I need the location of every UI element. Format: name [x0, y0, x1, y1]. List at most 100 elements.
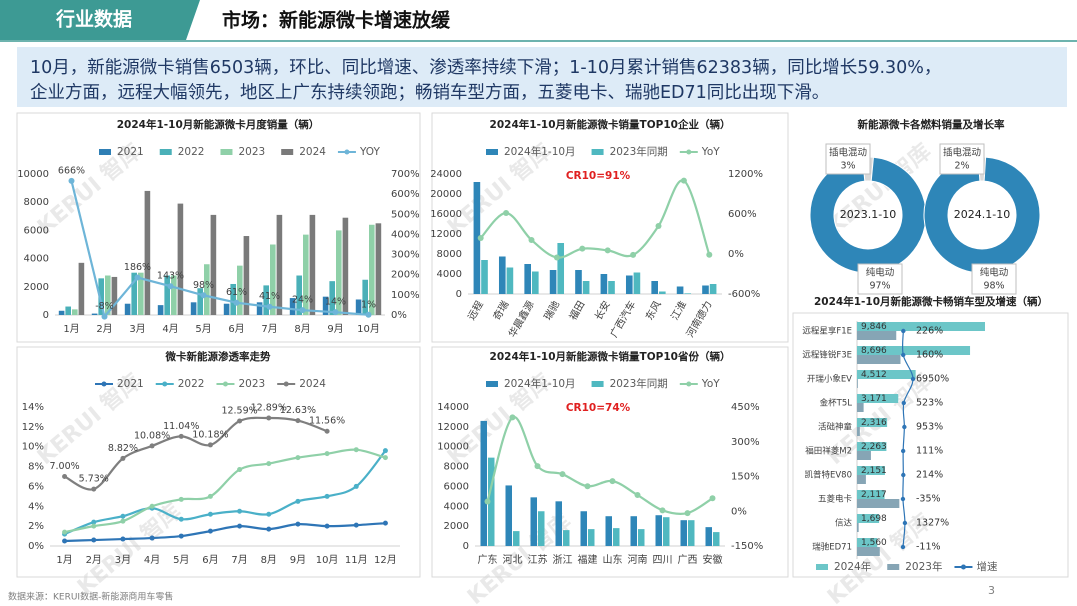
point: [353, 522, 359, 528]
bar: [563, 530, 570, 546]
point: [120, 536, 126, 542]
bar: [369, 224, 375, 315]
pie-label: 插电混动: [943, 147, 981, 159]
data-label: 2,316: [861, 418, 887, 428]
point: [528, 237, 535, 243]
y2-tick-label: 400%: [391, 229, 420, 240]
bar: [171, 275, 177, 315]
bar: [481, 260, 488, 294]
x-tick-label: 7月: [231, 554, 247, 566]
bar: [713, 532, 720, 546]
bar: [633, 272, 641, 294]
point: [237, 418, 243, 424]
legend-swatch: [960, 564, 966, 570]
point: [299, 307, 306, 314]
data-label: 11.04%: [163, 421, 199, 432]
legend-label: 2023: [238, 378, 265, 390]
bar: [857, 523, 859, 532]
data-label: 2,151: [861, 466, 887, 476]
legend-label: 2022: [178, 378, 205, 390]
legend-label: 2023年: [905, 560, 942, 573]
point: [178, 533, 184, 539]
bar: [705, 527, 712, 546]
point: [365, 311, 372, 318]
data-label: 160%: [916, 350, 943, 361]
y-tick-label: 4000: [444, 501, 469, 512]
data-label: 12.63%: [280, 405, 316, 416]
chart-title: 2024年1-10月新能源微卡销量TOP10省份（辆）: [490, 350, 731, 363]
y-tick-label: 2000: [444, 521, 469, 532]
x-tick-label: 1月: [56, 554, 72, 566]
bar: [336, 230, 342, 315]
bar: [857, 538, 878, 547]
y2-tick-label: 0%: [391, 310, 407, 321]
point: [91, 523, 97, 529]
bar: [256, 302, 263, 315]
bar: [197, 288, 203, 315]
bar: [362, 279, 368, 315]
legend-swatch: [281, 149, 294, 155]
point: [62, 538, 68, 544]
data-label: 8,696: [861, 346, 887, 356]
bar: [857, 490, 885, 499]
point: [324, 451, 330, 457]
data-label: 143%: [157, 271, 184, 282]
x-tick-label: 8月: [261, 554, 277, 566]
legend-label: 2023: [238, 146, 265, 158]
summary-line: 企业方面，远程大幅领先，地区上广东持续领跑；畅销车型方面，五菱电卡、瑞驰ED71…: [30, 83, 829, 103]
x-tick-label: 瑞驰: [541, 299, 562, 323]
y-tick-label: 12%: [22, 422, 44, 433]
data-label: 98%: [193, 280, 214, 291]
x-tick-label: 2月: [86, 554, 102, 566]
point: [559, 471, 566, 478]
x-tick-label: 江淮: [669, 299, 689, 322]
legend-swatch: [162, 381, 168, 387]
legend-label: 2024: [299, 378, 326, 390]
data-label: 1,560: [861, 538, 887, 548]
point: [609, 478, 616, 485]
annotation: CR10=74%: [566, 402, 631, 414]
point: [149, 535, 155, 541]
y-tick-label: 12000: [430, 229, 462, 240]
y-tick-label: 远程星享F1E: [802, 326, 852, 337]
point: [149, 443, 155, 449]
page-number: 3: [988, 584, 995, 597]
y-tick-label: 信达: [835, 518, 853, 529]
x-tick-label: 山东: [603, 553, 623, 566]
bar: [663, 517, 670, 546]
bar: [138, 272, 144, 315]
y-tick-label: 福田祥菱M2: [805, 446, 852, 457]
chart-title: 2024年1-10月新能源微卡畅销车型及增速（辆）: [814, 295, 1048, 308]
data-label: 12.59%: [221, 405, 257, 416]
bar: [296, 275, 302, 315]
data-label: 10.08%: [134, 430, 170, 441]
bar: [488, 457, 495, 546]
x-tick-label: 6月: [202, 554, 218, 566]
bar: [605, 516, 612, 546]
pie-center-label: 2023.1-10: [840, 208, 896, 221]
y-tick-label: 0: [43, 310, 49, 321]
bar: [505, 485, 512, 546]
y-tick-label: 10000: [17, 169, 49, 180]
point: [902, 424, 907, 430]
bar: [857, 442, 887, 451]
y2-tick-label: 0%: [728, 249, 744, 260]
data-label: 1,698: [861, 514, 887, 524]
bar: [513, 531, 520, 546]
bar: [557, 243, 565, 294]
point: [900, 448, 906, 454]
bar: [157, 305, 164, 315]
bar: [588, 529, 595, 546]
y-tick-label: 16000: [430, 209, 462, 220]
bar: [857, 499, 900, 508]
bar: [105, 275, 111, 315]
x-tick-label: 12月: [374, 554, 397, 566]
x-tick-label: 2月: [96, 323, 112, 335]
y-tick-label: 2000: [24, 282, 49, 293]
data-label: 2,263: [861, 442, 887, 452]
data-label: 7.00%: [49, 461, 79, 472]
point: [382, 520, 388, 526]
x-tick-label: 3月: [129, 323, 145, 335]
point: [68, 177, 75, 184]
y-tick-label: 8000: [444, 462, 469, 473]
